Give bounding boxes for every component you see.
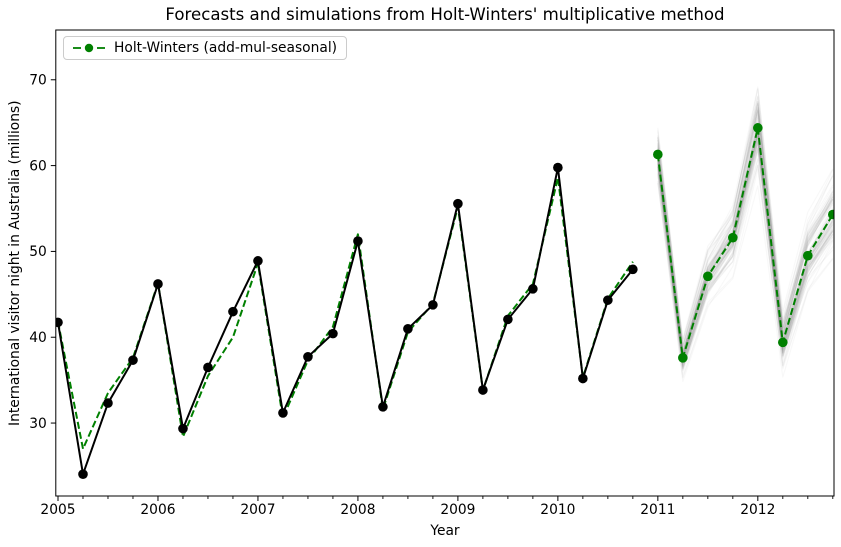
svg-text:2007: 2007 [240,502,275,518]
svg-text:2008: 2008 [340,502,375,518]
legend: Holt-Winters (add-mul-seasonal) [63,36,348,60]
svg-text:2011: 2011 [640,502,675,518]
legend-key-icon [73,43,105,53]
svg-text:2010: 2010 [540,502,575,518]
svg-text:2005: 2005 [40,502,75,518]
svg-text:2009: 2009 [440,502,475,518]
legend-label: Holt-Winters (add-mul-seasonal) [114,40,338,56]
svg-text:40: 40 [29,330,47,346]
svg-text:60: 60 [29,158,47,174]
observed-series [55,162,638,480]
x-axis-label: Year [430,523,460,539]
chart-title: Forecasts and simulations from Holt-Wint… [165,5,725,24]
svg-text:2012: 2012 [740,502,775,518]
svg-text:70: 70 [29,73,47,89]
axes-frame [55,29,835,497]
svg-text:50: 50 [29,244,47,260]
y-axis: 30 40 50 60 70 [29,73,56,432]
svg-text:2006: 2006 [140,502,175,518]
simulation-paths [657,86,834,382]
forecast-series [653,123,835,363]
x-axis: 2005 2006 2007 2008 2009 2010 2011 2012 [40,496,775,518]
svg-text:30: 30 [29,416,47,432]
